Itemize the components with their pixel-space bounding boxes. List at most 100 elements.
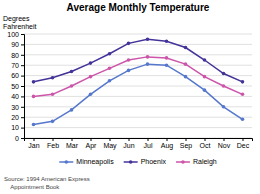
x-tick-label: Sep: [180, 142, 193, 150]
legend-label: Phoenix: [141, 158, 167, 165]
y-tick-mark: [21, 76, 24, 77]
series-point: [51, 93, 55, 97]
x-tick-label: Mar: [66, 142, 79, 149]
series-point: [184, 62, 188, 66]
x-tick-label: Apr: [86, 142, 98, 150]
series-point: [89, 93, 93, 97]
series-point: [241, 80, 245, 84]
x-tick-mark: [129, 138, 130, 141]
series-point: [203, 58, 207, 62]
grid-line: [24, 96, 252, 97]
series-point: [32, 95, 36, 99]
x-tick-mark: [72, 138, 73, 141]
series-point: [203, 75, 207, 79]
x-tick-label: Jul: [144, 142, 153, 149]
y-tick: 10: [11, 124, 24, 131]
x-tick-label: Dec: [237, 142, 250, 149]
y-tick-label: 100: [7, 31, 19, 38]
legend-swatch-marker: [64, 160, 68, 164]
y-tick-label: 10: [11, 124, 19, 131]
x-axis: JanFebMarAprMayJunJulAugSepOctNovDec: [25, 138, 253, 150]
y-tick-label: 40: [11, 93, 19, 100]
series-point: [165, 56, 169, 60]
source-note: Appointment Book: [4, 184, 60, 190]
y-tick-label: 70: [11, 62, 19, 69]
grid-line: [24, 34, 252, 35]
grid-line: [24, 65, 252, 66]
x-tick-label: Oct: [200, 142, 211, 149]
x-tick: Aug: [161, 138, 174, 150]
series-group: [32, 37, 245, 126]
y-axis: 0 10 20 30 40 50 60 70 80 90 100: [7, 31, 24, 142]
series-point: [108, 52, 112, 56]
legend-item: Phoenix: [124, 158, 167, 165]
legend-swatch-marker: [181, 160, 185, 164]
series-line: [34, 57, 243, 97]
legend-label: Raleigh: [193, 158, 217, 166]
y-tick-mark: [21, 86, 24, 87]
series-point: [165, 39, 169, 43]
source-note: Source: 1994 American Express: [4, 176, 90, 182]
x-tick-label: Feb: [47, 142, 59, 149]
grid-line: [24, 54, 252, 55]
y-tick: 70: [11, 62, 24, 69]
x-tick-mark: [148, 138, 149, 141]
x-tick: Sep: [180, 138, 193, 150]
series-point: [108, 79, 112, 83]
y-tick: 60: [11, 72, 24, 79]
y-tick-label: 30: [11, 104, 19, 111]
y-tick-label: 90: [11, 41, 19, 48]
x-tick: Jun: [123, 138, 134, 149]
x-tick-mark: [167, 138, 168, 141]
x-tick-mark: [186, 138, 187, 141]
series-point: [203, 88, 207, 92]
series-point: [127, 58, 131, 62]
x-tick: Jan: [28, 138, 39, 149]
series-point: [146, 62, 150, 66]
legend-item: Minneapolis: [59, 158, 114, 166]
series-point: [70, 84, 74, 88]
series-point: [222, 84, 226, 88]
x-tick: May: [103, 138, 117, 150]
x-tick-mark: [110, 138, 111, 141]
y-tick-label: 80: [11, 52, 19, 59]
x-tick-label: Jun: [123, 142, 134, 149]
series-point: [89, 61, 93, 65]
y-tick-mark: [21, 138, 24, 139]
series-point: [127, 42, 131, 46]
x-tick: Apr: [86, 138, 98, 150]
y-tick-mark: [21, 34, 24, 35]
legend-label: Minneapolis: [76, 158, 114, 166]
y-tick-mark: [21, 44, 24, 45]
x-axis-line: [25, 139, 253, 142]
series-point: [70, 70, 74, 74]
y-tick: 20: [11, 114, 24, 121]
y-tick-mark: [21, 96, 24, 97]
legend-item: Raleigh: [176, 158, 217, 166]
y-tick: 100: [7, 31, 24, 38]
x-tick-mark: [34, 138, 35, 141]
series-point: [146, 37, 150, 41]
series-point: [108, 67, 112, 71]
grid-line: [24, 44, 252, 45]
series-point: [165, 63, 169, 67]
y-tick: 50: [11, 83, 24, 90]
series-point: [127, 69, 131, 73]
x-tick: Dec: [237, 138, 250, 149]
series-point: [184, 75, 188, 79]
y-tick-mark: [21, 55, 24, 56]
y-tick: 0: [15, 135, 24, 142]
x-tick: Feb: [47, 138, 59, 149]
series-point: [241, 117, 245, 121]
y-axis-label: Degrees: [3, 15, 30, 23]
legend-swatch-marker: [129, 160, 133, 164]
y-axis-line: [21, 35, 25, 139]
title: Average Monthly Temperature: [67, 2, 210, 13]
grid-line: [24, 106, 252, 107]
x-tick: Jul: [144, 138, 153, 149]
series-point: [222, 72, 226, 76]
legend: Minneapolis Phoenix Raleigh: [59, 158, 217, 166]
series-point: [241, 93, 245, 97]
plot: 0 10 20 30 40 50 60 70 80 90 100 Jan Feb Mar Apr May Jun…: [7, 31, 252, 150]
grid-line: [24, 127, 252, 128]
